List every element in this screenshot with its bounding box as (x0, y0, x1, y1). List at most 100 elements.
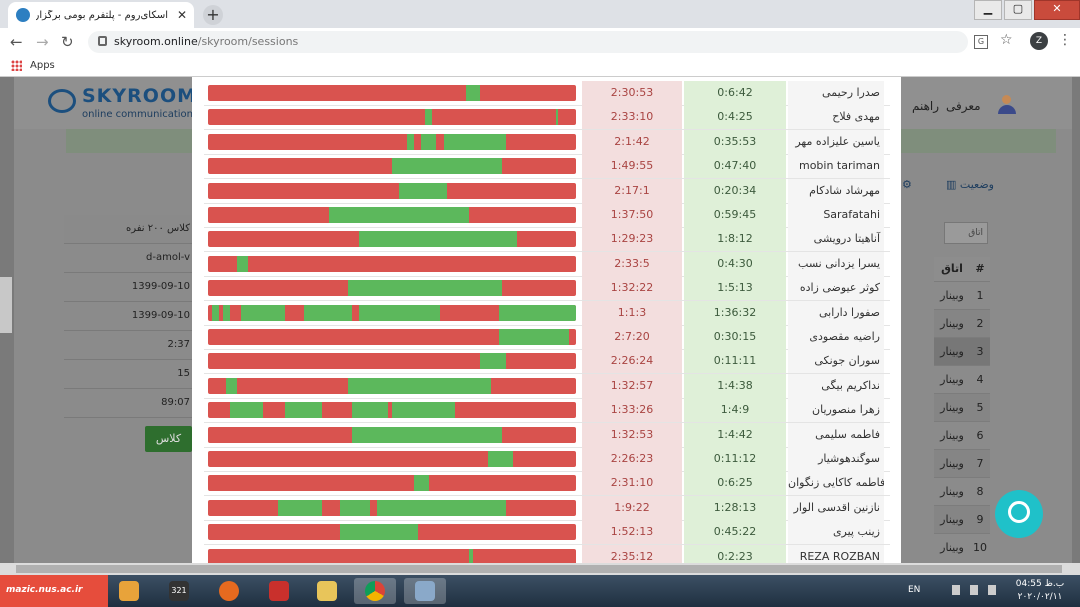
table-row[interactable]: وبینار 2 (934, 309, 990, 337)
network-icon[interactable] (988, 585, 996, 595)
pdf-reader-icon[interactable] (258, 578, 300, 604)
close-window-button[interactable]: ✕ (1034, 0, 1080, 20)
tab-title: اسکای‌روم - پلتفرم بومی برگزاری وبینار (36, 9, 168, 21)
gear-icon[interactable]: ⚙ (902, 178, 912, 191)
table-row[interactable]: وبینار 6 (934, 421, 990, 449)
reload-icon[interactable]: ↻ (61, 33, 74, 51)
tab-status-label: وضعیت (959, 178, 994, 191)
present-time: 0:11:11 (684, 349, 786, 374)
room-search-input[interactable]: اتاق (944, 222, 988, 244)
participant-name: زهرا منصوریان (788, 398, 884, 423)
absent-time: 1:29:23 (582, 227, 682, 252)
maximize-button[interactable]: ▢ (1004, 0, 1032, 20)
language-indicator[interactable]: EN (908, 585, 921, 595)
participant-name: مهرشاد شادکام (788, 178, 884, 203)
chart-icon: ▥ (946, 178, 957, 191)
nav-guide[interactable]: راهنم (912, 99, 940, 113)
attendance-timeline-bar (208, 499, 576, 516)
back-icon[interactable]: ← (10, 33, 23, 51)
attendance-row: 1:32:57 1:4:38 نداکریم بیگی (204, 373, 890, 399)
attendance-row: 2:35:12 0:2:23 REZA ROZBAN (204, 544, 890, 563)
table-row[interactable]: وبینار 3 (934, 337, 990, 365)
media-player-icon[interactable] (108, 578, 150, 604)
bookmark-star-icon[interactable]: ☆ (1000, 32, 1013, 48)
table-row[interactable]: وبینار 4 (934, 365, 990, 393)
minimize-button[interactable]: ▁ (974, 0, 1002, 20)
firefox-icon[interactable] (208, 578, 250, 604)
table-row[interactable]: وبینار 8 (934, 477, 990, 505)
participant-name: فاطمه کاکایی زنگوان (788, 471, 884, 496)
nav-intro[interactable]: معرفی (946, 99, 981, 113)
room-name: وبینار (940, 345, 964, 358)
present-segment (399, 182, 448, 199)
new-tab-button[interactable]: + (203, 5, 223, 25)
volume-icon[interactable] (970, 585, 978, 595)
left-scrollbar[interactable] (0, 277, 12, 333)
attendance-timeline-bar (208, 377, 576, 394)
table-row[interactable]: وبینار 1 (934, 281, 990, 309)
browser-tab[interactable]: اسکای‌روم - پلتفرم بومی برگزاری وبینار ✕ (8, 2, 194, 28)
present-time: 0:35:53 (684, 129, 786, 154)
table-row[interactable]: وبینار 9 (934, 505, 990, 533)
chat-button[interactable] (995, 490, 1043, 538)
window-controls: ▁ ▢ ✕ (972, 0, 1080, 20)
printer-icon[interactable] (952, 585, 960, 595)
menu-icon[interactable]: ⋮ (1058, 32, 1072, 48)
participant-name: راضیه مقصودی (788, 325, 884, 349)
present-time: 0:11:12 (684, 447, 786, 471)
present-segment (347, 377, 492, 394)
absent-time: 2:31:10 (582, 471, 682, 496)
attendance-row: 1:52:13 0:45:22 زینب پیری (204, 520, 890, 546)
enter-class-button[interactable]: کلاس (145, 426, 192, 452)
start-area[interactable]: mazic.nus.ac.ir (0, 575, 108, 607)
attendance-row: 1:32:22 1:5:13 کوثر عیوضی زاده (204, 276, 890, 302)
user-icon[interactable] (998, 95, 1016, 115)
attendance-timeline-bar (208, 85, 576, 101)
logo-name: SKYROOM (82, 85, 198, 107)
room-num: 7 (976, 457, 984, 470)
forward-icon[interactable]: → (36, 33, 49, 51)
table-row[interactable]: وبینار 5 (934, 393, 990, 421)
attendance-timeline-bar (208, 475, 576, 492)
clock[interactable]: 04:55 ب.ظ ۲۰۲۰/۰۲/۱۱ (1010, 578, 1070, 604)
present-segment (230, 402, 264, 419)
url-field[interactable]: skyroom.online/skyroom/sessions (88, 31, 968, 53)
window-app-icon[interactable] (404, 578, 446, 604)
tab-status[interactable]: ▥ وضعیت (946, 178, 994, 191)
participant-name: یاسین علیزاده مهر (788, 129, 884, 154)
absent-time: 2:1:42 (582, 129, 682, 154)
present-segment (351, 402, 389, 419)
table-row[interactable]: وبینار 10 (934, 533, 990, 561)
attendance-row: 1:32:53 1:4:42 فاطمه سلیمی (204, 422, 890, 448)
skyroom-logo-icon (48, 89, 76, 113)
url-host: skyroom.online (114, 35, 198, 48)
present-time: 0:30:15 (684, 325, 786, 349)
present-time: 1:8:12 (684, 227, 786, 252)
horizontal-scrollbar[interactable] (0, 563, 1080, 575)
info-cell: 15 (64, 360, 192, 389)
chrome-icon[interactable] (354, 578, 396, 604)
file-explorer-icon[interactable] (306, 578, 348, 604)
clock-date: ۲۰۲۰/۰۲/۱۱ (1017, 592, 1063, 602)
attendance-timeline-bar (208, 207, 576, 223)
profile-avatar[interactable]: Z (1030, 32, 1048, 50)
clock-time: 04:55 ب.ظ (1015, 579, 1065, 589)
present-segment (351, 426, 503, 443)
attendance-timeline-bar (208, 231, 576, 248)
scrollbar-thumb[interactable] (16, 565, 1062, 573)
present-segment (443, 133, 507, 150)
apps-bookmark[interactable]: Apps (30, 60, 55, 71)
close-tab-icon[interactable]: ✕ (176, 8, 188, 22)
present-segment (285, 402, 323, 419)
present-time: 1:28:13 (684, 495, 786, 520)
apps-grid-icon[interactable] (11, 60, 22, 71)
attendance-timeline-bar (208, 524, 576, 541)
translate-icon[interactable]: G (974, 35, 988, 49)
calendar-app-icon[interactable]: 321 (158, 578, 200, 604)
table-row[interactable]: وبینار 7 (934, 449, 990, 477)
attendance-timeline-bar (208, 329, 576, 345)
participant-name: نداکریم بیگی (788, 373, 884, 398)
participant-name: صدرا رحیمی (788, 81, 884, 105)
present-segment (222, 304, 231, 321)
absent-time: 2:35:12 (582, 544, 682, 563)
